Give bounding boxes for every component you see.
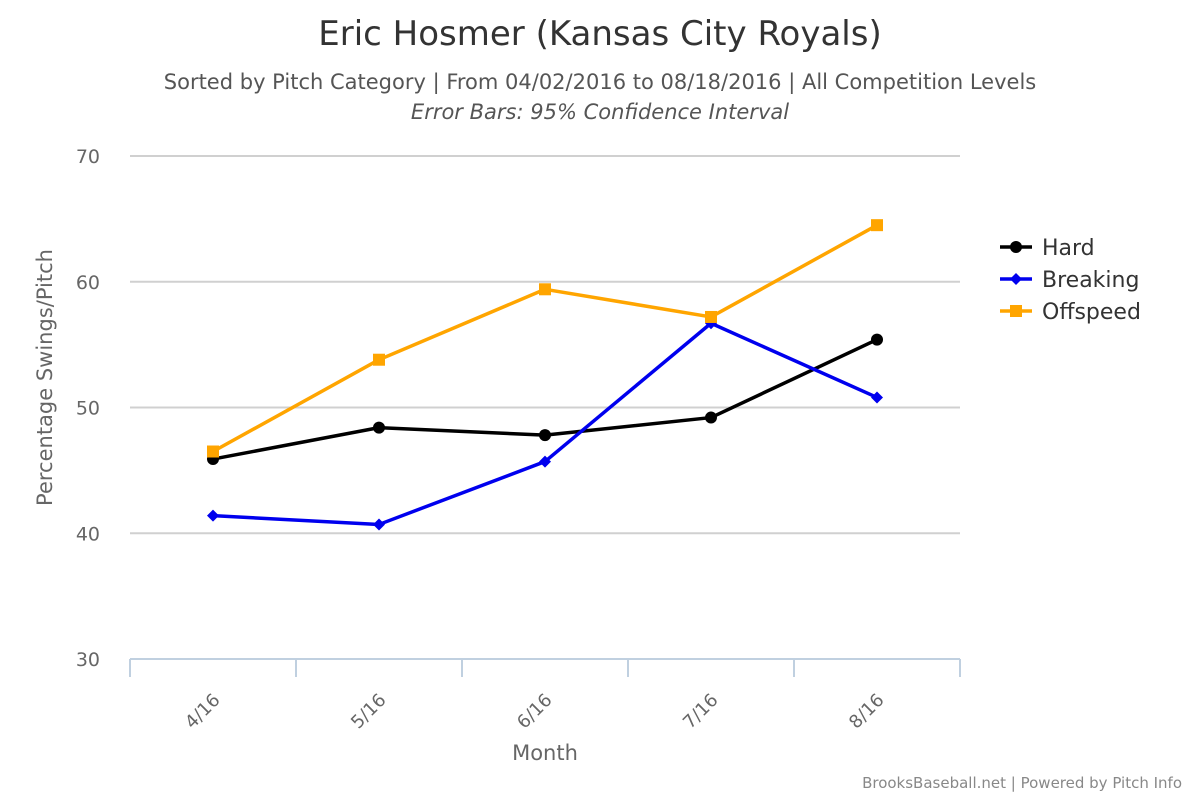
data-point-hard [373, 421, 385, 434]
data-point-hard [871, 333, 883, 346]
credit-text: BrooksBaseball.net | Powered by Pitch In… [862, 774, 1182, 792]
data-point-breaking [871, 391, 883, 404]
legend-label-breaking: Breaking [1042, 268, 1139, 293]
data-point-hard [705, 411, 717, 424]
chart-annotation: Error Bars: 95% Confidence Interval [410, 100, 790, 124]
x-axis-title: Month [512, 741, 578, 765]
series-line-offspeed [212, 223, 878, 454]
data-point-breaking [373, 518, 385, 531]
data-point-offspeed [207, 445, 219, 458]
data-point-offspeed [539, 283, 551, 296]
chart-title: Eric Hosmer (Kansas City Royals) [318, 14, 882, 54]
y-tick-label: 30 [76, 649, 100, 671]
legend-marker-hard [1010, 241, 1022, 253]
data-point-offspeed [871, 219, 883, 232]
legend-marker-breaking [1010, 273, 1022, 285]
data-point-hard [539, 429, 551, 442]
series-line-breaking [212, 321, 878, 527]
data-point-offspeed [373, 353, 385, 366]
data-point-breaking [539, 455, 551, 468]
y-tick-label: 50 [76, 398, 100, 420]
chart-subtitle: Sorted by Pitch Category | From 04/02/20… [163, 70, 1037, 94]
data-point-offspeed [705, 310, 717, 323]
data-point-breaking [207, 509, 219, 522]
legend-label-hard: Hard [1042, 236, 1095, 261]
y-tick-label: 40 [76, 523, 100, 545]
x-tick-label: 5/16 [347, 690, 390, 733]
y-tick-label: 70 [76, 146, 100, 168]
x-tick-label: 4/16 [181, 690, 224, 733]
x-tick-label: 7/16 [679, 690, 722, 733]
legend-marker-offspeed [1010, 305, 1022, 317]
y-axis-title: Percentage Swings/Pitch [33, 249, 57, 506]
x-tick-label: 6/16 [513, 690, 556, 733]
legend-label-offspeed: Offspeed [1042, 300, 1141, 325]
x-tick-label: 8/16 [845, 690, 888, 733]
y-tick-label: 60 [76, 272, 100, 294]
